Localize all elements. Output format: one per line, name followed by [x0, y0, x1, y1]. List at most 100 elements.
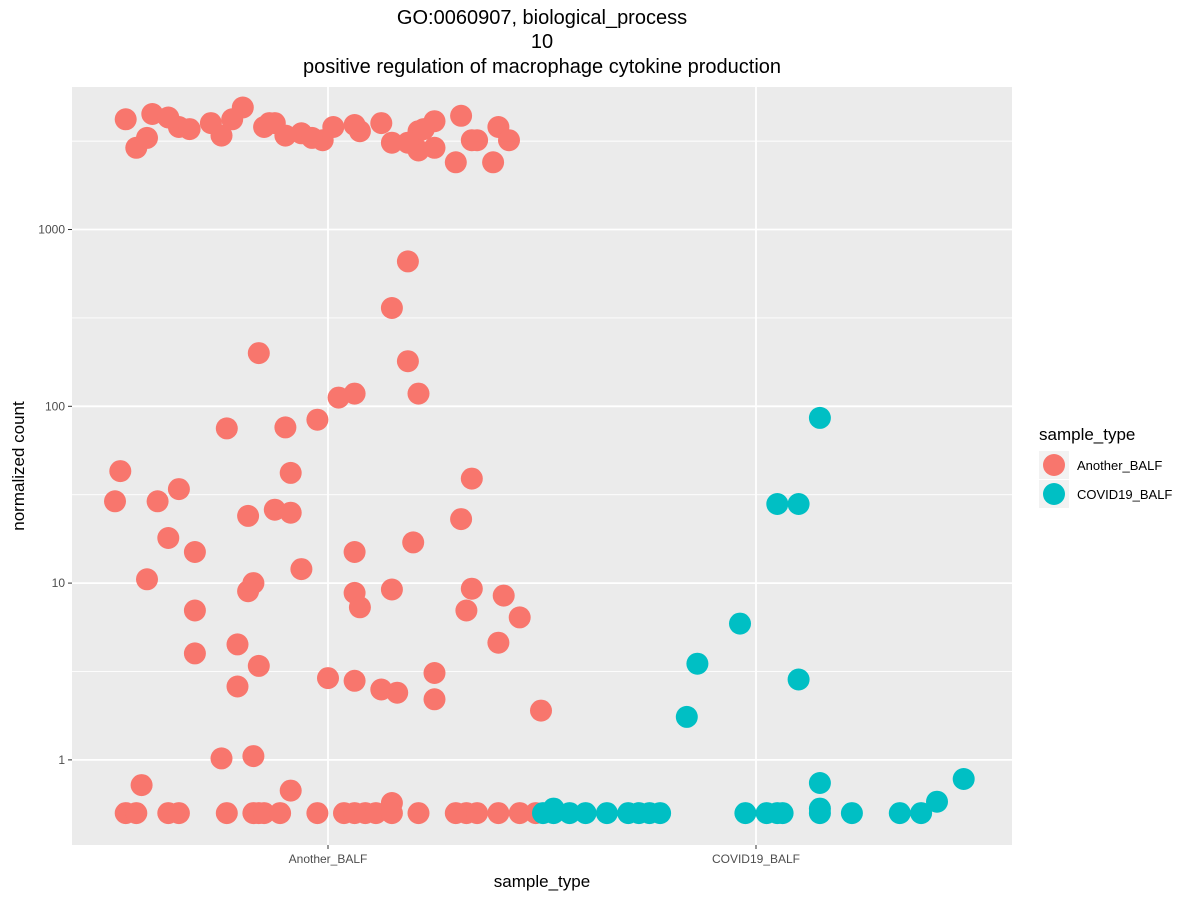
data-point	[167, 478, 190, 501]
data-point	[146, 490, 169, 513]
data-point	[450, 508, 473, 531]
data-point	[729, 612, 751, 635]
data-point	[317, 667, 339, 690]
data-point	[675, 705, 698, 728]
data-point	[734, 802, 757, 825]
x-axis-title: sample_type	[494, 872, 590, 891]
data-point	[157, 106, 180, 129]
data-point	[279, 779, 302, 802]
data-point	[125, 802, 148, 825]
data-point	[210, 747, 233, 770]
data-point	[396, 131, 419, 154]
data-point	[258, 112, 281, 135]
y-tick-label: 1000	[38, 223, 65, 237]
data-point	[306, 802, 329, 825]
data-point	[136, 568, 158, 591]
y-tick-label: 10	[52, 576, 66, 590]
data-point	[301, 126, 323, 149]
data-point	[380, 802, 403, 825]
data-point	[104, 490, 126, 513]
data-point	[460, 577, 483, 600]
data-point	[487, 802, 510, 825]
data-point	[423, 662, 446, 684]
data-point	[327, 386, 350, 409]
data-point	[380, 297, 403, 319]
data-point	[114, 108, 137, 131]
data-point	[396, 250, 419, 273]
data-point	[808, 802, 831, 825]
data-point	[370, 112, 393, 135]
data-point	[269, 802, 292, 825]
data-point	[348, 120, 371, 143]
data-point	[247, 342, 270, 365]
data-point	[466, 802, 489, 825]
data-point	[558, 802, 581, 825]
data-point	[226, 633, 249, 656]
data-point	[343, 669, 366, 692]
data-point	[237, 580, 260, 603]
x-tick-label: COVID19_BALF	[712, 852, 800, 866]
data-point	[215, 417, 238, 440]
data-point	[364, 802, 387, 825]
data-point	[808, 772, 831, 794]
data-point	[595, 802, 618, 825]
data-point	[926, 790, 948, 813]
legend-key-another-balf	[1043, 454, 1065, 476]
data-point	[157, 527, 180, 549]
data-point	[910, 802, 933, 825]
data-point	[482, 151, 505, 174]
data-point	[466, 129, 489, 152]
data-point	[226, 675, 249, 698]
data-point	[183, 541, 206, 563]
data-point	[423, 688, 446, 711]
axes: 1 10 100 1000 Another_BALF COVID19_BALF	[38, 223, 800, 866]
data-point	[787, 493, 810, 515]
data-point	[455, 599, 478, 622]
chart-title-line-1: GO:0060907, biological_process	[397, 7, 687, 29]
data-point	[178, 118, 201, 141]
data-point	[450, 104, 473, 127]
data-point	[183, 599, 206, 622]
data-point	[492, 584, 515, 607]
data-point	[530, 699, 552, 722]
data-point	[348, 596, 371, 619]
data-point	[221, 108, 244, 131]
data-point	[498, 129, 520, 152]
data-point	[130, 774, 153, 797]
data-point	[888, 802, 911, 825]
data-points	[104, 96, 975, 825]
plot-panel	[72, 87, 1012, 845]
data-point	[686, 652, 709, 675]
data-point	[274, 124, 297, 147]
data-point	[771, 802, 794, 825]
data-point	[279, 461, 302, 484]
y-tick-label: 100	[45, 399, 65, 413]
data-point	[460, 467, 483, 490]
y-axis-title: normalized count	[9, 401, 28, 531]
data-point	[396, 350, 419, 373]
y-tick-label: 1	[58, 753, 65, 767]
x-tick-label: Another_BALF	[289, 852, 368, 866]
data-point	[306, 408, 329, 431]
data-point	[183, 642, 206, 665]
data-point	[766, 493, 789, 515]
data-point	[542, 802, 565, 825]
data-point	[808, 406, 831, 429]
data-point	[649, 802, 672, 825]
data-point	[109, 460, 132, 483]
data-point	[343, 541, 366, 563]
data-point	[247, 654, 270, 677]
data-point	[237, 504, 260, 527]
data-point	[402, 531, 425, 554]
data-point	[574, 802, 597, 825]
data-point	[444, 151, 467, 174]
data-point	[508, 802, 531, 825]
legend-title: sample_type	[1039, 425, 1135, 444]
data-point	[508, 606, 531, 629]
data-point	[322, 116, 345, 138]
legend-label-covid19-balf: COVID19_BALF	[1077, 487, 1172, 502]
legend-key-covid19-balf	[1043, 483, 1065, 505]
data-point	[840, 802, 863, 825]
data-point	[380, 578, 403, 601]
